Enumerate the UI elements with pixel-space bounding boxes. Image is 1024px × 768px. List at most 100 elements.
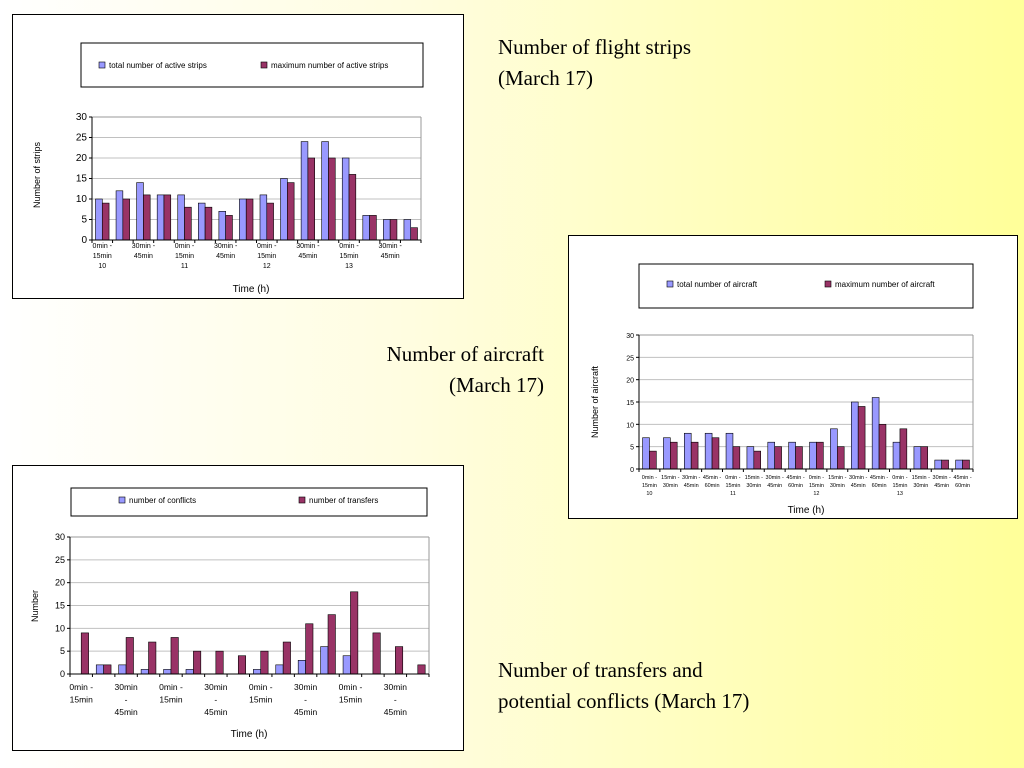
series1-bar [321,141,329,241]
series2-bar [328,157,336,241]
series2-bar [410,227,418,241]
series1-bar [892,441,901,470]
legend-box [80,42,424,88]
strips-caption: Number of flight strips (March 17) [498,32,691,94]
strips-chart: total number of active strips maximum num… [32,42,424,295]
series1-bar [341,157,350,241]
legend-swatch-2 [260,61,268,69]
series1-bar [320,646,329,675]
series1-bar [383,219,391,241]
y-tick-label: 5 [630,445,634,452]
series2-bar [122,198,130,241]
y-tick-label: 15 [76,174,88,185]
series1-bar [809,441,817,470]
aircraft-caption: Number of aircraft (March 17) [300,339,544,401]
x-tick-label: 30min -45min [766,475,785,489]
aircraft-caption-line-1: Number of aircraft [386,342,544,366]
series1-bar [156,194,165,241]
legend-box [70,487,428,517]
x-tick-label: 30min -45min [132,243,156,260]
x-tick-label: 30min -45min [378,243,402,260]
y-tick-label: 20 [626,378,634,385]
series1-bar [342,655,351,675]
y-tick-label: 25 [55,555,65,565]
series2-bar [962,459,970,470]
legend-label-1: total number of aircraft [677,280,758,289]
series2-bar [372,632,381,675]
series1-bar [259,194,268,241]
x-tick-label: 0min -15min 12 [257,243,277,270]
series2-bar [282,641,291,675]
x-axis-title: Time (h) [788,505,825,516]
series2-bar [389,219,398,241]
series2-bar [732,446,741,470]
y-tick-label: 10 [55,623,65,633]
strips-chart-panel: total number of active strips maximum num… [12,14,464,299]
legend-swatch-1 [98,61,106,69]
series2-bar [649,450,657,470]
series2-bar [143,194,151,241]
series1-bar [140,669,149,675]
series2-bar [837,446,845,470]
y-axis-title: Number of aircraft [590,365,600,438]
transfers-caption-line-1: Number of transfers and [498,658,703,682]
y-tick-label: 10 [76,194,88,205]
y-axis-title: Number of strips [32,141,42,208]
series2-bar [369,215,377,241]
series2-bar [148,641,157,675]
series1-bar [642,437,650,470]
y-tick-label: 0 [60,669,65,679]
series1-bar [297,660,306,675]
x-axis-title: Time (h) [231,729,268,740]
series2-bar [245,198,254,241]
x-tick-label: 30min -45min [384,682,407,717]
series2-bar [857,406,866,470]
x-tick-label: 30min -45min [682,475,701,489]
y-tick-label: 0 [630,467,634,474]
x-tick-label: 30min -45min [115,682,138,717]
y-tick-label: 20 [76,153,88,164]
x-tick-label: 45min -60min [786,475,805,489]
transfers-caption: Number of transfers and potential confli… [498,655,749,717]
series1-bar [275,664,284,675]
x-tick-label: 45min -60min [870,475,889,489]
y-tick-label: 25 [76,133,88,144]
y-tick-label: 15 [626,400,634,407]
x-tick-label: 30min -45min [849,475,868,489]
x-tick-label: 0min -15min [249,682,273,705]
y-tick-label: 30 [55,532,65,542]
y-tick-label: 5 [81,215,87,226]
legend-label-1: number of conflicts [129,496,196,505]
series1-bar [218,211,226,241]
series1-bar [704,432,713,470]
series1-bar [767,441,775,470]
x-tick-label: 0min -15min [69,682,93,705]
legend-swatch-2 [298,496,306,504]
transfers-caption-line-2: potential conflicts (March 17) [498,689,750,713]
x-tick-label: 45min -60min [703,475,722,489]
series2-bar [193,650,202,675]
series1-bar [725,432,734,470]
series2-bar [287,182,295,241]
series2-bar [753,450,762,470]
x-tick-label: 0min -15min 13 [339,243,359,270]
series2-bar [170,637,179,675]
series2-bar [941,459,949,470]
y-tick-label: 10 [626,422,634,429]
strips-caption-line-2: (March 17) [498,66,594,90]
x-tick-label: 0min -15min [159,682,183,705]
series2-bar [204,206,213,241]
series1-bar [934,459,942,470]
y-tick-label: 30 [76,112,88,123]
y-tick-label: 5 [60,646,65,656]
series2-bar [920,446,929,470]
series2-bar [327,614,336,675]
series2-bar [101,202,110,241]
x-tick-label: 0min -15min 11 [725,475,740,497]
series1-bar [280,178,288,241]
strips-caption-line-1: Number of flight strips [498,35,692,59]
series2-bar [237,655,246,675]
x-tick-label: 0min -15min 13 [892,475,907,497]
series1-bar [663,437,671,470]
series1-bar [300,141,309,241]
